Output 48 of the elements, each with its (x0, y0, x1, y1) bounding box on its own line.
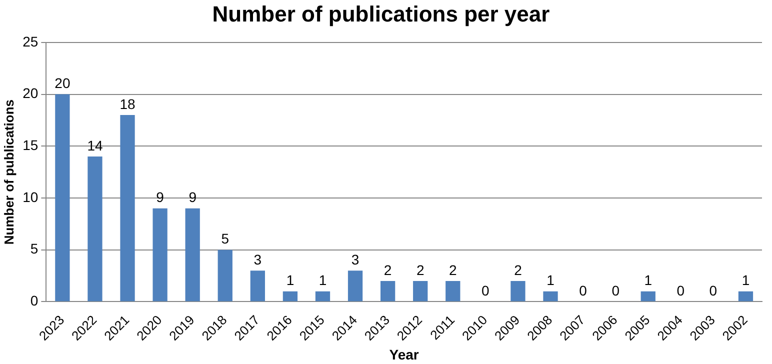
data-label: 2 (416, 262, 424, 278)
data-label: 0 (612, 282, 620, 299)
bar (152, 208, 168, 302)
data-label: 3 (254, 251, 262, 268)
data-label: 1 (546, 272, 555, 288)
bar (315, 291, 330, 302)
data-label: 9 (188, 189, 197, 206)
data-label: 1 (742, 272, 750, 288)
bar (348, 270, 363, 302)
chart-title: Number of publications per year (212, 1, 550, 26)
bar (88, 156, 102, 302)
data-label: 14 (87, 137, 103, 154)
data-label: 2 (384, 262, 392, 278)
bar (250, 270, 265, 302)
data-label: 0 (676, 282, 685, 299)
data-label: 0 (482, 282, 490, 299)
data-label: 20 (54, 75, 70, 92)
bar (640, 291, 656, 302)
bar (543, 291, 558, 302)
y-tick-label: 5 (30, 240, 38, 257)
data-label: 5 (221, 230, 230, 247)
y-tick-label: 0 (30, 292, 38, 309)
data-label: 0 (709, 282, 718, 299)
y-tick-label: 20 (22, 85, 38, 102)
data-label: 3 (351, 251, 360, 268)
x-axis-title: Year (389, 346, 420, 362)
bar (738, 291, 754, 302)
data-label: 0 (579, 282, 588, 299)
y-tick-label: 15 (22, 136, 38, 153)
y-tick-label: 10 (22, 188, 38, 205)
data-label: 2 (514, 262, 522, 278)
bar (446, 280, 460, 302)
y-tick-label: 25 (22, 33, 38, 50)
data-label: 1 (644, 272, 652, 288)
bar (380, 280, 396, 302)
bar (55, 94, 70, 302)
bar (282, 291, 298, 302)
bar (510, 280, 526, 302)
data-label: 9 (156, 189, 164, 206)
data-label: 1 (318, 272, 327, 288)
data-label: 18 (120, 96, 136, 112)
data-label: 2 (448, 262, 457, 278)
y-axis-title: Number of publications (1, 99, 16, 245)
bar (413, 280, 428, 302)
bar (120, 115, 135, 302)
bar (218, 250, 232, 302)
data-label: 1 (286, 272, 294, 288)
bar (185, 208, 200, 302)
